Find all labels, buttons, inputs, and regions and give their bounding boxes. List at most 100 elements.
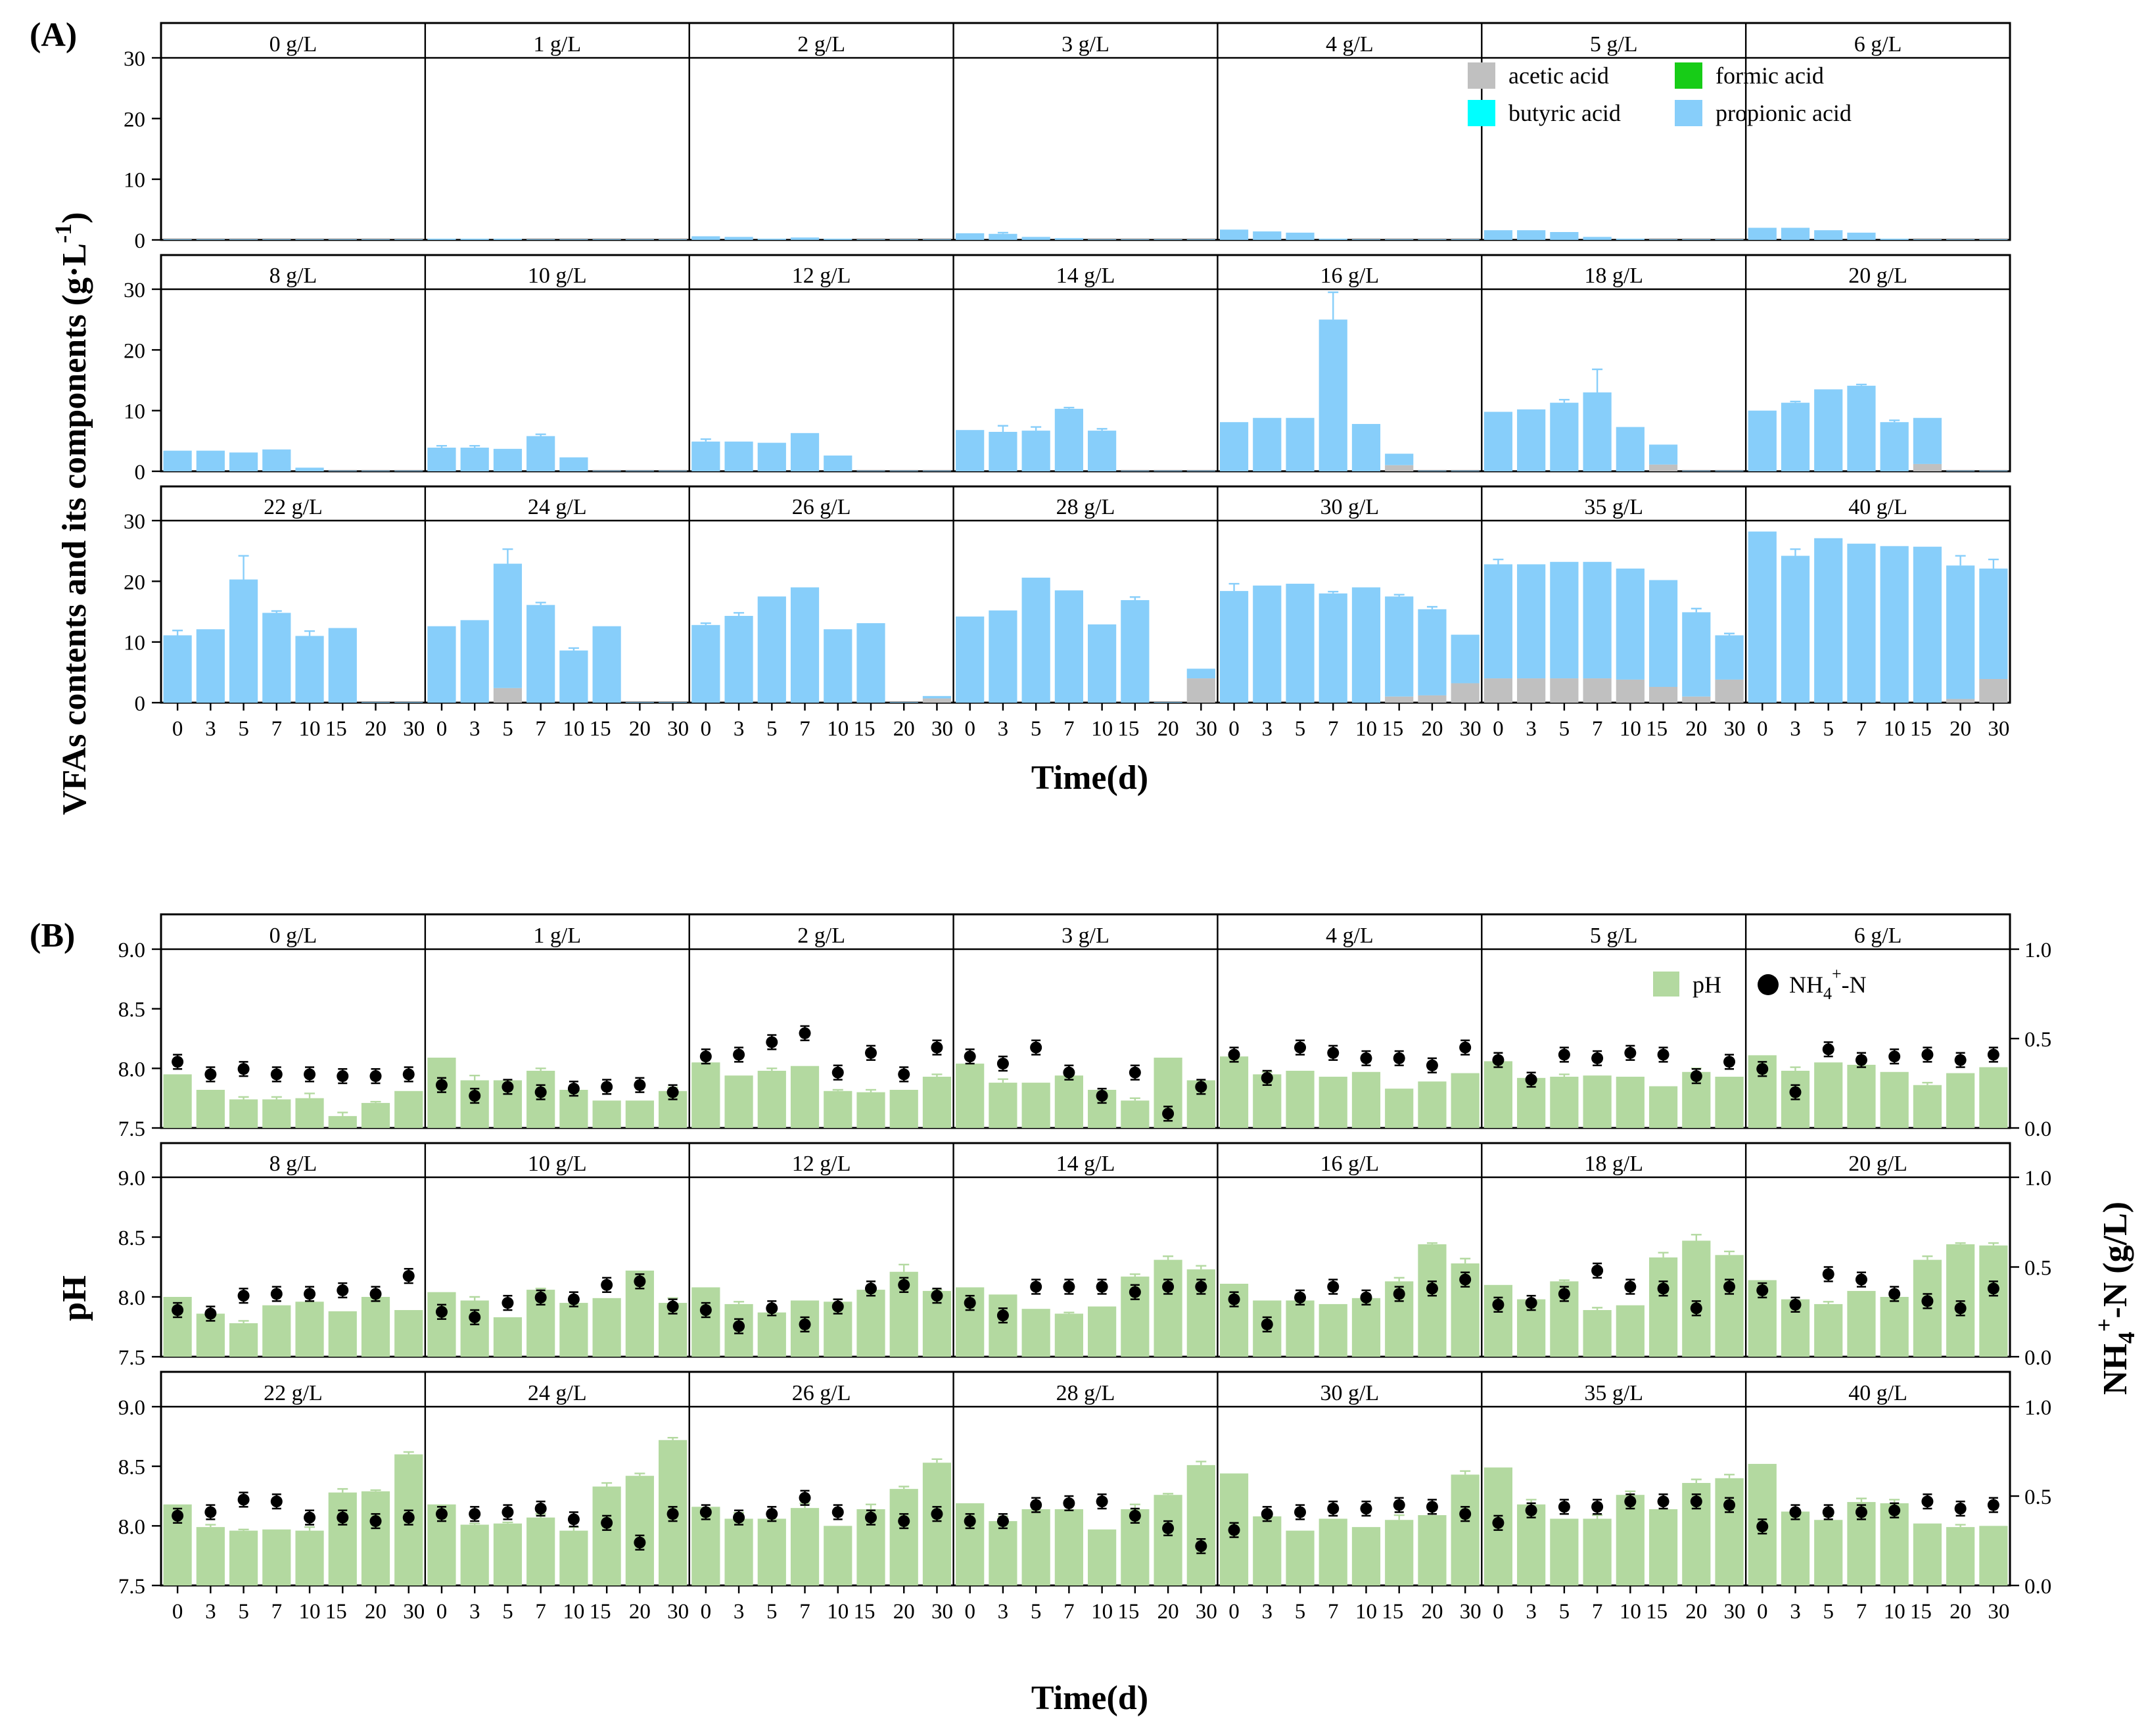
propionic-bar bbox=[460, 239, 489, 240]
ph-bar bbox=[229, 1099, 258, 1128]
nh4-point bbox=[1360, 1503, 1372, 1515]
nh4-point bbox=[1195, 1540, 1207, 1553]
y-tick-label: 20 bbox=[124, 571, 145, 594]
ph-bar bbox=[262, 1529, 291, 1585]
panel-title: 6 g/L bbox=[1854, 924, 1902, 948]
ph-bar bbox=[1451, 1474, 1480, 1585]
ph-bar bbox=[262, 1099, 291, 1128]
propionic-bar bbox=[790, 587, 820, 703]
propionic-bar bbox=[989, 431, 1017, 471]
ph-bar bbox=[856, 1092, 885, 1128]
nh4-point bbox=[799, 1491, 811, 1504]
nh4-point bbox=[733, 1048, 745, 1061]
ph-bar bbox=[1385, 1520, 1414, 1585]
x-tick-label: 15 bbox=[590, 1600, 611, 1624]
propionic-bar bbox=[493, 448, 523, 471]
x-tick-label: 30 bbox=[1724, 1600, 1746, 1624]
nh4-point bbox=[369, 1288, 382, 1300]
nh4-point bbox=[204, 1307, 217, 1320]
propionic-bar bbox=[427, 447, 456, 471]
chart-b-y2label: NH4+-N (g/L) bbox=[2091, 1202, 2139, 1395]
chart-b-ylabel: pH bbox=[56, 1275, 93, 1321]
legend-label-ph: pH bbox=[1693, 972, 1721, 998]
ph-bar bbox=[1583, 1310, 1612, 1357]
ph-bar bbox=[1088, 1529, 1117, 1585]
x-tick-label: 7 bbox=[271, 717, 283, 741]
nh4-point bbox=[1459, 1273, 1472, 1286]
nh4-point bbox=[1426, 1282, 1438, 1295]
x-tick-label: 15 bbox=[1117, 717, 1139, 741]
propionic-bar bbox=[196, 450, 225, 471]
propionic-bar bbox=[1550, 402, 1579, 471]
ph-bar bbox=[757, 1312, 786, 1357]
nh4-point bbox=[1591, 1501, 1604, 1513]
ph-bar bbox=[394, 1091, 423, 1128]
nh4-point bbox=[1822, 1506, 1834, 1518]
propionic-bar bbox=[757, 239, 786, 240]
propionic-bar bbox=[1979, 239, 2008, 240]
nh4-point bbox=[469, 1090, 481, 1102]
ph-bar bbox=[1648, 1257, 1678, 1357]
ph-bar bbox=[1715, 1255, 1744, 1357]
ph-bar bbox=[1880, 1297, 1909, 1357]
ph-bar bbox=[460, 1080, 489, 1128]
acetic-bar bbox=[1186, 678, 1215, 703]
legend-label-butyric: butyric acid bbox=[1508, 100, 1621, 126]
nh4-point bbox=[864, 1282, 877, 1295]
ph-bar bbox=[1253, 1516, 1282, 1585]
nh4-point bbox=[964, 1515, 976, 1528]
nh4-point bbox=[601, 1516, 613, 1529]
nh4-point bbox=[402, 1511, 415, 1524]
legend-label-nh4-part: + bbox=[1832, 964, 1842, 983]
propionic-bar bbox=[1319, 319, 1347, 471]
acetic-bar bbox=[1979, 678, 2008, 703]
x-tick-label: 5 bbox=[1295, 1600, 1306, 1624]
propionic-bar bbox=[1517, 409, 1546, 471]
ph-bar bbox=[1946, 1073, 1975, 1128]
x-tick-label: 0 bbox=[1228, 717, 1240, 741]
ph-bar bbox=[824, 1091, 852, 1128]
panel-row-frame bbox=[160, 485, 2011, 704]
acetic-bar bbox=[922, 698, 952, 703]
x-tick-label: 0 bbox=[172, 717, 183, 741]
legend-swatch-propionic bbox=[1675, 100, 1702, 126]
panel-title: 3 g/L bbox=[1062, 32, 1109, 57]
y-tick-label: 8.0 bbox=[118, 1286, 145, 1310]
propionic-bar bbox=[1219, 591, 1249, 703]
nh4-point bbox=[898, 1515, 910, 1528]
x-tick-label: 30 bbox=[1988, 1600, 2009, 1624]
nh4-point bbox=[567, 1513, 580, 1526]
nh4-point bbox=[1096, 1280, 1108, 1293]
nh4-point bbox=[1525, 1297, 1537, 1309]
y-tick-label: 20 bbox=[124, 339, 145, 363]
ph-bar bbox=[592, 1486, 621, 1585]
propionic-bar bbox=[1054, 590, 1083, 703]
propionic-bar bbox=[427, 239, 456, 240]
ph-bar bbox=[724, 1518, 753, 1585]
panel-title: 30 g/L bbox=[1320, 1381, 1379, 1405]
nh4-point bbox=[1063, 1280, 1075, 1293]
legend-swatch-ph bbox=[1653, 972, 1679, 997]
x-tick-label: 7 bbox=[1328, 717, 1339, 741]
propionic-bar bbox=[1648, 239, 1678, 240]
x-tick-label: 3 bbox=[1262, 717, 1273, 741]
nh4-point bbox=[1888, 1504, 1901, 1516]
nh4-point bbox=[1393, 1288, 1405, 1300]
panel-title: 2 g/L bbox=[797, 924, 845, 948]
nh4-point bbox=[931, 1290, 943, 1302]
ph-bar bbox=[1286, 1530, 1315, 1585]
nh4-point bbox=[1261, 1071, 1273, 1084]
propionic-bar bbox=[1054, 408, 1083, 471]
ph-bar bbox=[1054, 1075, 1083, 1128]
propionic-bar bbox=[1154, 702, 1182, 703]
propionic-bar bbox=[824, 629, 852, 703]
ph-bar bbox=[1319, 1518, 1347, 1585]
panel-title: 35 g/L bbox=[1584, 495, 1643, 519]
propionic-bar bbox=[262, 239, 291, 240]
nh4-point bbox=[1822, 1043, 1834, 1056]
propionic-bar bbox=[1186, 669, 1215, 679]
propionic-bar bbox=[1880, 546, 1909, 703]
ph-bar bbox=[1616, 1305, 1645, 1357]
nh4-point bbox=[864, 1046, 877, 1059]
nh4-point bbox=[337, 1284, 349, 1296]
